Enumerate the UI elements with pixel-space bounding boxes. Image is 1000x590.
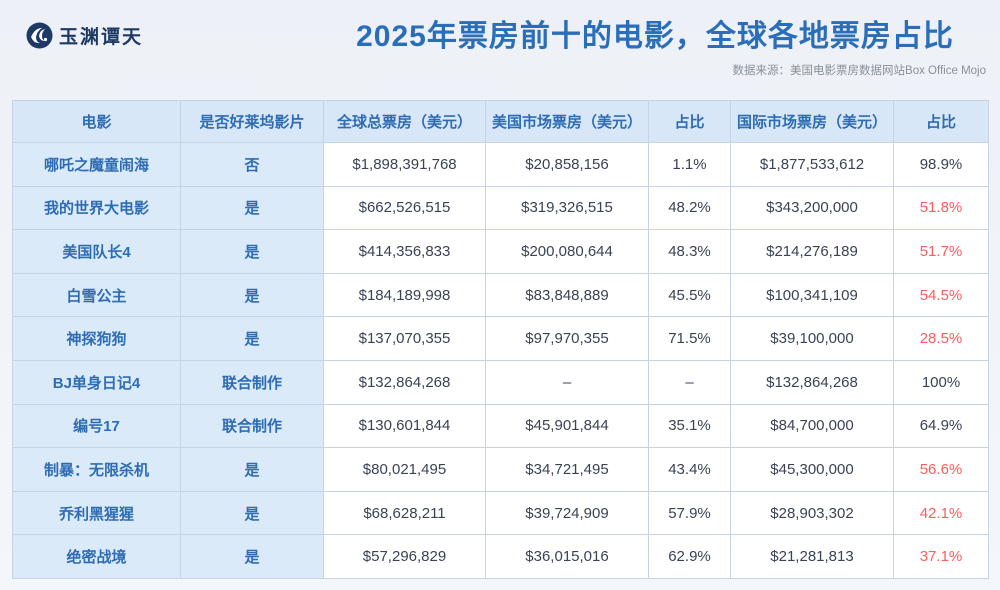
col-header-hollywood: 是否好莱坞影片 (180, 100, 324, 143)
us-box-office-cell: $36,015,016 (485, 534, 649, 579)
col-header-intl-box-office: 国际市场票房（美元） (730, 100, 894, 143)
movie-name-cell: 我的世界大电影 (12, 185, 181, 231)
hollywood-cell: 否 (180, 142, 324, 187)
hollywood-cell: 是 (180, 534, 324, 579)
movie-name-cell: 美国队长4 (12, 229, 181, 274)
global-box-office-cell: $68,628,211 (323, 490, 486, 536)
logo: 玉渊谭天 (26, 22, 143, 49)
table-row: 制暴：无限杀机是 $80,021,495 $34,721,495 43.4% $45,3… (12, 447, 989, 492)
movie-name-cell: 乔利黑猩猩 (12, 490, 181, 536)
intl-share-cell: 51.7% (893, 229, 989, 274)
table-row: 乔利黑猩猩是 $68,628,211 $39,724,909 57.9% $28,903… (12, 490, 989, 536)
table-row: 神探狗狗是 $137,070,355 $97,970,355 71.5% $39,100… (12, 316, 989, 361)
us-box-office-cell: $20,858,156 (485, 142, 649, 187)
col-header-global-box-office: 全球总票房（美元） (323, 100, 486, 143)
global-box-office-cell: $414,356,833 (323, 229, 486, 274)
logo-text: 玉渊谭天 (59, 26, 144, 48)
global-box-office-cell: $184,189,998 (323, 272, 486, 318)
us-box-office-cell: – (485, 359, 649, 405)
us-box-office-cell: $45,901,844 (485, 403, 649, 449)
intl-box-office-cell: $1,877,533,612 (730, 142, 894, 187)
col-header-intl-share: 占比 (893, 100, 989, 143)
us-box-office-cell: $34,721,495 (485, 447, 649, 492)
intl-box-office-cell: $214,276,189 (730, 229, 894, 274)
intl-box-office-cell: $45,300,000 (730, 447, 894, 492)
movie-name-cell: 制暴：无限杀机 (12, 447, 181, 492)
us-box-office-cell: $319,326,515 (485, 185, 649, 231)
table-row: 白雪公主是 $184,189,998 $83,848,889 45.5% $100,34… (12, 272, 989, 318)
movie-name-cell: BJ单身日记4 (12, 359, 181, 405)
table-row: 美国队长4 是 $414,356,833 $200,080,644 48.3% $214,… (12, 229, 989, 274)
movie-name-cell: 绝密战境 (12, 534, 181, 579)
us-share-cell: 48.3% (648, 229, 731, 274)
us-box-office-cell: $83,848,889 (485, 272, 649, 318)
intl-share-cell: 64.9% (893, 403, 989, 449)
hollywood-cell: 联合制作 (180, 359, 324, 405)
hollywood-cell: 联合制作 (180, 403, 324, 449)
global-box-office-cell: $132,864,268 (323, 359, 486, 405)
movie-name-cell: 神探狗狗 (12, 316, 181, 361)
us-share-cell: – (648, 359, 731, 405)
us-share-cell: 35.1% (648, 403, 731, 449)
table-row: 编号17 联合制作 $130,601,844 $45,901,844 35.1% $84,… (12, 403, 989, 449)
data-source-note: 数据来源：美国电影票房数据网站Box Office Mojo (732, 65, 986, 77)
logo-icon (26, 22, 53, 49)
table-row: 我的世界大电影是 $662,526,515 $319,326,515 48.2% $34… (12, 185, 989, 231)
table-row: 绝密战境是 $57,296,829 $36,015,016 62.9% $21,281,… (12, 534, 989, 579)
table-row: BJ单身日记4 联合制作 $132,864,268– – $132,864,268 100… (12, 359, 989, 405)
table-row: 哪吒之魔童闹海否 $1,898,391,768 $20,858,156 1.1% $1,… (12, 142, 989, 187)
col-header-movie: 电影 (12, 100, 181, 143)
col-header-us-share: 占比 (648, 100, 731, 143)
us-box-office-cell: $97,970,355 (485, 316, 649, 361)
intl-box-office-cell: $84,700,000 (730, 403, 894, 449)
hollywood-cell: 是 (180, 490, 324, 536)
intl-share-cell: 54.5% (893, 272, 989, 318)
us-share-cell: 48.2% (648, 185, 731, 231)
table-header-row: 电影 是否好莱坞影片 全球总票房（美元） 美国市场票房（美元） 占比 国际市场票… (12, 100, 989, 143)
intl-box-office-cell: $343,200,000 (730, 185, 894, 231)
col-header-us-box-office: 美国市场票房（美元） (485, 100, 649, 143)
global-box-office-cell: $130,601,844 (323, 403, 486, 449)
intl-share-cell: 98.9% (893, 142, 989, 187)
us-share-cell: 71.5% (648, 316, 731, 361)
us-share-cell: 43.4% (648, 447, 731, 492)
intl-share-cell: 37.1% (893, 534, 989, 579)
intl-share-cell: 28.5% (893, 316, 989, 361)
page-title: 2025年票房前十的电影，全球各地票房占比 (356, 20, 954, 53)
hollywood-cell: 是 (180, 447, 324, 492)
intl-box-office-cell: $100,341,109 (730, 272, 894, 318)
intl-box-office-cell: $28,903,302 (730, 490, 894, 536)
movie-name-cell: 哪吒之魔童闹海 (12, 142, 181, 187)
box-office-table: 电影 是否好莱坞影片 全球总票房（美元） 美国市场票房（美元） 占比 国际市场票… (12, 100, 989, 579)
hollywood-cell: 是 (180, 185, 324, 231)
global-box-office-cell: $137,070,355 (323, 316, 486, 361)
intl-box-office-cell: $39,100,000 (730, 316, 894, 361)
table-body: 哪吒之魔童闹海否 $1,898,391,768 $20,858,156 1.1% $1,… (12, 142, 989, 579)
us-share-cell: 45.5% (648, 272, 731, 318)
us-share-cell: 1.1% (648, 142, 731, 187)
movie-name-cell: 编号17 (12, 403, 181, 449)
intl-box-office-cell: $21,281,813 (730, 534, 894, 579)
intl-share-cell: 51.8% (893, 185, 989, 231)
intl-share-cell: 42.1% (893, 490, 989, 536)
us-box-office-cell: $200,080,644 (485, 229, 649, 274)
global-box-office-cell: $662,526,515 (323, 185, 486, 231)
hollywood-cell: 是 (180, 229, 324, 274)
us-share-cell: 62.9% (648, 534, 731, 579)
us-box-office-cell: $39,724,909 (485, 490, 649, 536)
hollywood-cell: 是 (180, 272, 324, 318)
intl-box-office-cell: $132,864,268 (730, 359, 894, 405)
global-box-office-cell: $80,021,495 (323, 447, 486, 492)
intl-share-cell: 100% (893, 359, 989, 405)
intl-share-cell: 56.6% (893, 447, 989, 492)
movie-name-cell: 白雪公主 (12, 272, 181, 318)
hollywood-cell: 是 (180, 316, 324, 361)
global-box-office-cell: $1,898,391,768 (323, 142, 486, 187)
global-box-office-cell: $57,296,829 (323, 534, 486, 579)
us-share-cell: 57.9% (648, 490, 731, 536)
